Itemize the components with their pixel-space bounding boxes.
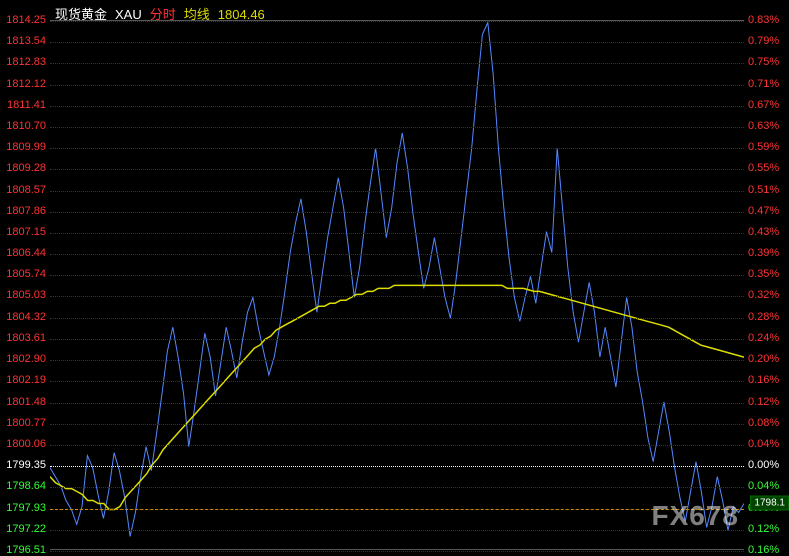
gridline — [50, 403, 744, 404]
y-right-tick: 0.39% — [744, 247, 789, 259]
y-left-tick: 1796.51 — [0, 544, 48, 556]
y-right-tick: 0.63% — [744, 120, 789, 132]
y-left-tick: 1801.48 — [0, 396, 48, 408]
y-right-tick: 0.71% — [744, 78, 789, 90]
y-right-tick: 0.16% — [744, 544, 789, 556]
gridline — [50, 275, 744, 276]
y-left-tick: 1800.77 — [0, 417, 48, 429]
gridline — [50, 63, 744, 64]
y-left-tick: 1807.86 — [0, 205, 48, 217]
y-left-tick: 1802.19 — [0, 374, 48, 386]
gridline — [50, 233, 744, 234]
y-axis-right: 0.83%0.79%0.75%0.71%0.67%0.63%0.59%0.55%… — [744, 20, 789, 550]
y-left-tick: 1813.54 — [0, 35, 48, 47]
y-right-tick: 0.55% — [744, 162, 789, 174]
y-right-tick: 0.43% — [744, 226, 789, 238]
y-left-tick: 1805.03 — [0, 289, 48, 301]
y-left-tick: 1810.70 — [0, 120, 48, 132]
gridline — [50, 360, 744, 361]
y-left-tick: 1805.74 — [0, 268, 48, 280]
gridline — [50, 339, 744, 340]
y-right-tick: 0.59% — [744, 141, 789, 153]
y-left-tick: 1797.93 — [0, 502, 48, 514]
y-right-tick: 0.04% — [744, 480, 789, 492]
gridline — [50, 148, 744, 149]
y-right-tick: 0.12% — [744, 523, 789, 535]
y-left-tick: 1812.12 — [0, 78, 48, 90]
y-left-tick: 1814.25 — [0, 14, 48, 26]
y-right-tick: 0.12% — [744, 396, 789, 408]
gridline — [50, 530, 744, 531]
y-left-tick: 1807.15 — [0, 226, 48, 238]
y-right-tick: 0.75% — [744, 56, 789, 68]
chart-svg — [50, 21, 744, 551]
gridline — [50, 212, 744, 213]
y-right-tick: 0.83% — [744, 14, 789, 26]
gridline — [50, 127, 744, 128]
reference-line — [50, 509, 744, 510]
gridline — [50, 318, 744, 319]
y-left-tick: 1809.28 — [0, 162, 48, 174]
last-value-box: 1798.1 — [750, 496, 789, 511]
y-left-tick: 1804.32 — [0, 311, 48, 323]
ma-line — [50, 285, 744, 509]
gridline — [50, 424, 744, 425]
gridline — [50, 21, 744, 22]
y-right-tick: 0.79% — [744, 35, 789, 47]
y-left-tick: 1812.83 — [0, 56, 48, 68]
y-right-tick: 0.35% — [744, 268, 789, 280]
gridline — [50, 551, 744, 552]
y-right-tick: 0.08% — [744, 417, 789, 429]
y-left-tick: 1803.61 — [0, 332, 48, 344]
y-left-tick: 1799.35 — [0, 459, 48, 471]
y-axis-left: 1814.251813.541812.831812.121811.411810.… — [0, 20, 48, 550]
y-right-tick: 0.04% — [744, 438, 789, 450]
y-left-tick: 1802.90 — [0, 353, 48, 365]
gridline — [50, 106, 744, 107]
price-line — [50, 23, 744, 537]
gridline — [50, 445, 744, 446]
y-right-tick: 0.00% — [744, 459, 789, 471]
y-right-tick: 0.32% — [744, 289, 789, 301]
y-left-tick: 1811.41 — [0, 99, 48, 111]
y-right-tick: 0.24% — [744, 332, 789, 344]
gridline — [50, 42, 744, 43]
y-left-tick: 1800.06 — [0, 438, 48, 450]
y-left-tick: 1797.22 — [0, 523, 48, 535]
y-right-tick: 0.28% — [744, 311, 789, 323]
plot-area[interactable]: 1798.1 — [50, 20, 744, 550]
gridline — [50, 169, 744, 170]
chart-container: 现货黄金 XAU 分时 均线 1804.46 1814.251813.54181… — [0, 0, 789, 554]
y-right-tick: 0.47% — [744, 205, 789, 217]
y-right-tick: 0.67% — [744, 99, 789, 111]
y-left-tick: 1806.44 — [0, 247, 48, 259]
y-left-tick: 1809.99 — [0, 141, 48, 153]
gridline — [50, 254, 744, 255]
gridline — [50, 487, 744, 488]
y-left-tick: 1808.57 — [0, 184, 48, 196]
y-right-tick: 0.16% — [744, 374, 789, 386]
gridline — [50, 85, 744, 86]
y-left-tick: 1798.64 — [0, 480, 48, 492]
y-right-tick: 0.51% — [744, 184, 789, 196]
gridline — [50, 191, 744, 192]
gridline — [50, 381, 744, 382]
reference-line — [50, 466, 744, 467]
gridline — [50, 296, 744, 297]
y-right-tick: 0.20% — [744, 353, 789, 365]
